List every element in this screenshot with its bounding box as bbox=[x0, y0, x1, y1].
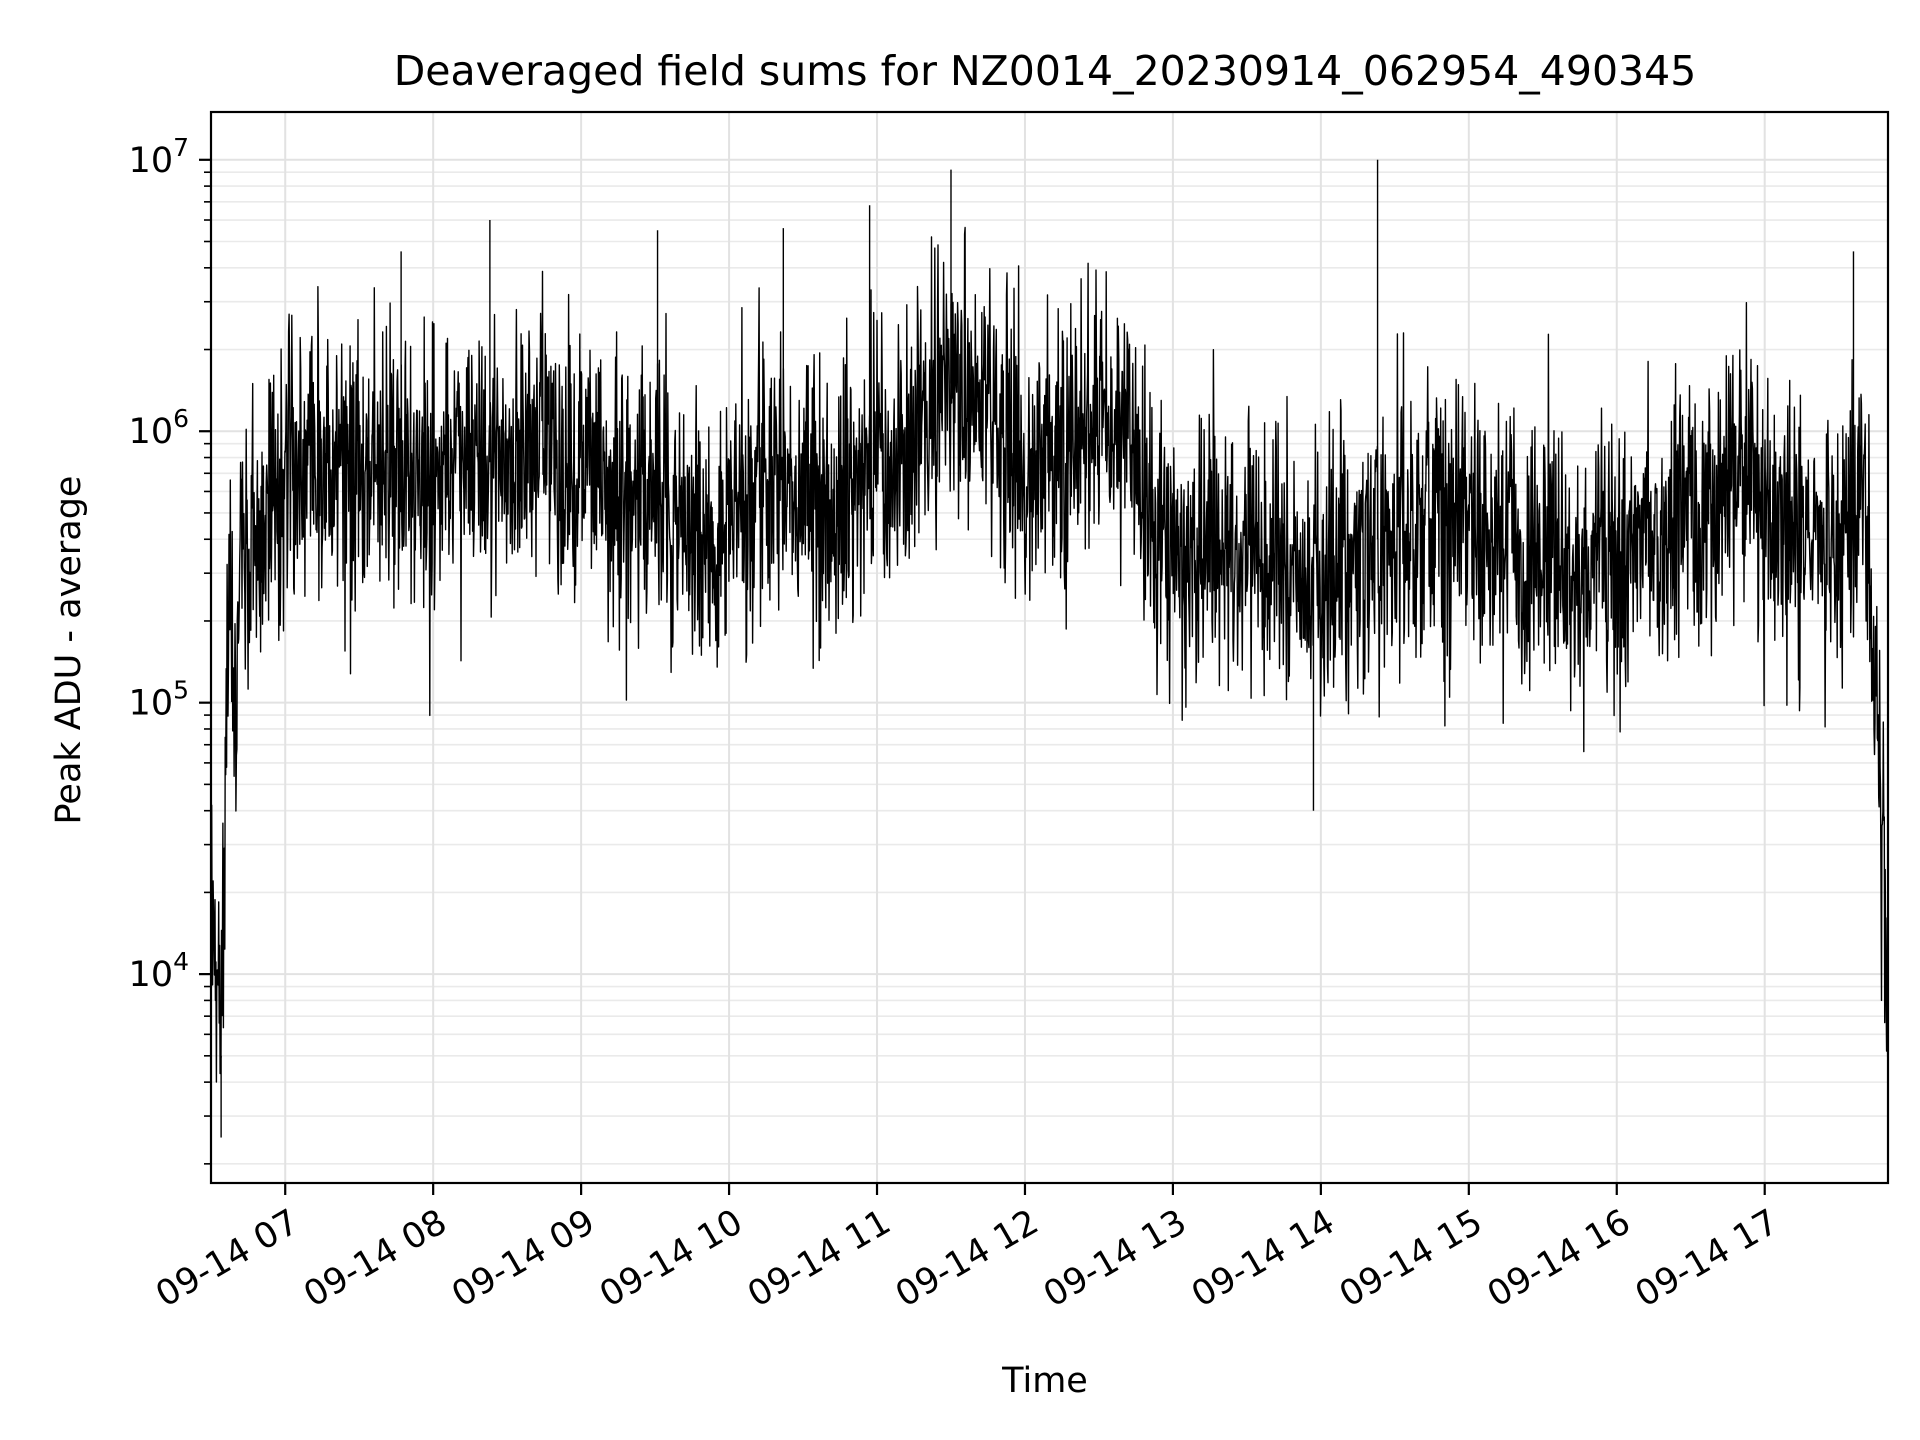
plot-frame bbox=[209, 110, 1890, 1185]
y-axis: 104 105 106 107 bbox=[129, 133, 211, 1165]
spikes bbox=[220, 159, 1855, 1138]
y-tick-label: 107 bbox=[129, 133, 189, 181]
y-tick-label: 104 bbox=[129, 947, 189, 995]
chart-title: Deaveraged field sums for NZ0014_2023091… bbox=[394, 47, 1697, 95]
series-line bbox=[210, 226, 1889, 1083]
plot-series bbox=[210, 159, 1889, 1138]
x-axis-label: Time bbox=[1001, 1361, 1088, 1401]
y-tick-label: 106 bbox=[129, 404, 189, 452]
y-tick-label: 105 bbox=[129, 676, 189, 724]
y-axis-label: Peak ADU - average bbox=[49, 476, 89, 825]
